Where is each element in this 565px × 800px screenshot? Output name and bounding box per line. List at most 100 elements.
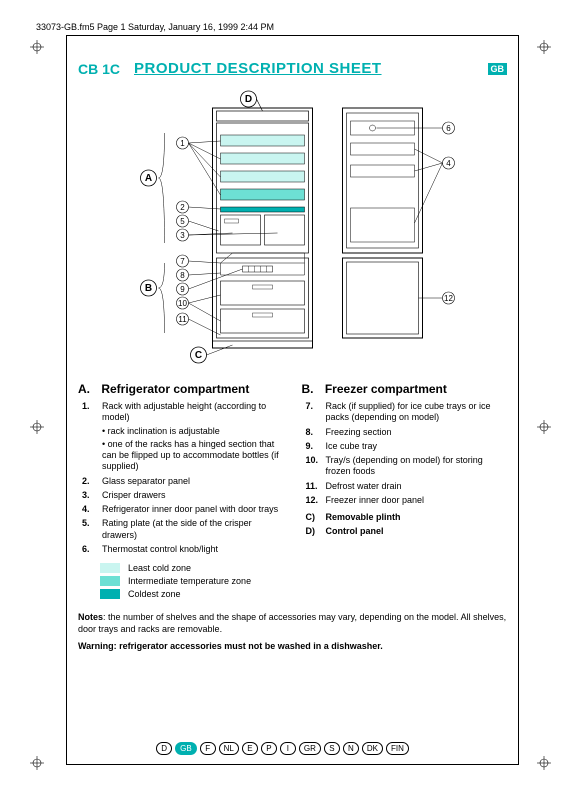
item-text: Refrigerator inner door panel with door … [102,504,278,514]
notes-text: : the number of shelves and the shape of… [78,612,506,634]
zone-swatch [100,589,120,599]
notes-label: Notes [78,612,103,622]
warning-text: Warning: refrigerator accessories must n… [78,641,383,651]
list-item: 7.Rack (if supplied) for ice cube trays … [326,401,508,424]
country-badge: F [200,742,216,755]
item-number: 12. [306,495,322,506]
item-number: 5. [82,518,98,529]
list-item: 12.Freezer inner door panel [326,495,508,506]
country-badge: DK [362,742,383,755]
country-badge: P [261,742,277,755]
svg-text:4: 4 [446,159,451,168]
section-b-title: B. Freezer compartment [302,382,508,396]
list-item: 1.Rack with adjustable height (according… [102,401,284,473]
country-badge: S [324,742,340,755]
section-a: A. Refrigerator compartment 1.Rack with … [78,382,284,602]
country-badge: GR [299,742,321,755]
zone-row: Least cold zone [100,563,284,573]
crop-mark-icon [30,40,44,54]
language-badge: GB [488,63,508,75]
section-a-list: 1.Rack with adjustable height (according… [78,401,284,555]
list-item: 6.Thermostat control knob/light [102,544,284,555]
section-label-b: B [145,283,152,294]
item-number: 10. [306,455,322,466]
crop-mark-icon [30,756,44,770]
sub-item: rack inclination is adjustable [102,426,284,437]
svg-text:6: 6 [446,124,451,133]
sub-item: one of the racks has a hinged section th… [102,439,284,473]
item-text: Rating plate (at the side of the crisper… [102,518,252,539]
list-item: 8.Freezing section [326,427,508,438]
svg-text:8: 8 [180,271,185,280]
svg-text:11: 11 [178,315,187,324]
warning: Warning: refrigerator accessories must n… [78,641,507,651]
item-text: Control panel [326,526,384,536]
zone-label: Coldest zone [128,589,181,599]
section-label-a: A [145,173,152,184]
crop-mark-icon [537,40,551,54]
zone-row: Intermediate temperature zone [100,576,284,586]
content-area: CB 1C PRODUCT DESCRIPTION SHEET GB A B C… [78,60,507,651]
item-number: 4. [82,504,98,515]
list-item: D)Control panel [326,526,508,537]
crop-mark-icon [537,420,551,434]
model-code: CB 1C [78,61,122,77]
item-text: Rack (if supplied) for ice cube trays or… [326,401,491,422]
item-number: 11. [306,481,322,492]
section-b-letter: B. [302,382,322,396]
country-badge: N [343,742,359,755]
temperature-zones: Least cold zone Intermediate temperature … [78,563,284,599]
zone-label: Least cold zone [128,563,191,573]
svg-text:3: 3 [180,231,185,240]
section-b-list: 7. Rack (if supplied) for ice cube trays … [302,401,508,506]
item-number: C) [306,512,322,523]
svg-text:9: 9 [180,285,185,294]
country-badge: FIN [386,742,409,755]
svg-text:1: 1 [180,139,185,148]
item-number: D) [306,526,322,537]
item-number: 3. [82,490,98,501]
fridge-diagram: A B C D [78,83,507,373]
list-item: 3.Crisper drawers [102,490,284,501]
crop-mark-icon [30,420,44,434]
section-b: B. Freezer compartment 7. Rack (if suppli… [302,382,508,602]
zone-row: Coldest zone [100,589,284,599]
list-item: 10.Tray/s (depending on model) for stori… [326,455,508,478]
zone-label: Intermediate temperature zone [128,576,251,586]
item-text: Defrost water drain [326,481,402,491]
svg-text:12: 12 [444,294,453,303]
sections: A. Refrigerator compartment 1.Rack with … [78,382,507,602]
item-number: 6. [82,544,98,555]
list-item: 11.Defrost water drain [326,481,508,492]
page: 33073-GB.fm5 Page 1 Saturday, January 16… [0,0,565,800]
list-item: 4.Refrigerator inner door panel with doo… [102,504,284,515]
list-item: 2.Glass separator panel [102,476,284,487]
item-number: 7. [306,401,322,412]
country-badge: NL [219,742,239,755]
section-a-letter: A. [78,382,98,396]
page-title: PRODUCT DESCRIPTION SHEET [134,60,476,77]
item-number: 2. [82,476,98,487]
item-text: Thermostat control knob/light [102,544,218,554]
item-number: 9. [306,441,322,452]
item-text: Crisper drawers [102,490,166,500]
item-number: 8. [306,427,322,438]
item-text: Tray/s (depending on model) for storing … [326,455,483,476]
section-a-name: Refrigerator compartment [101,382,249,396]
file-meta: 33073-GB.fm5 Page 1 Saturday, January 16… [36,22,529,32]
list-item: C)Removable plinth [326,512,508,523]
section-extra-list: C)Removable plinthD)Control panel [302,512,508,538]
zone-swatch [100,576,120,586]
item-text: Freezer inner door panel [326,495,425,505]
country-badge: D [156,742,172,755]
country-footer: DGBFNLEPIGRSNDKFIN [0,738,565,756]
svg-text:10: 10 [178,299,187,308]
item-text: Glass separator panel [102,476,190,486]
sub-list: rack inclination is adjustable one of the… [102,426,284,473]
svg-text:2: 2 [180,203,185,212]
section-label-d: D [245,94,252,105]
item-number: 1. [82,401,98,412]
notes: Notes: the number of shelves and the sha… [78,612,507,635]
country-badge: GB [175,742,197,755]
list-item: 9.Ice cube tray [326,441,508,452]
